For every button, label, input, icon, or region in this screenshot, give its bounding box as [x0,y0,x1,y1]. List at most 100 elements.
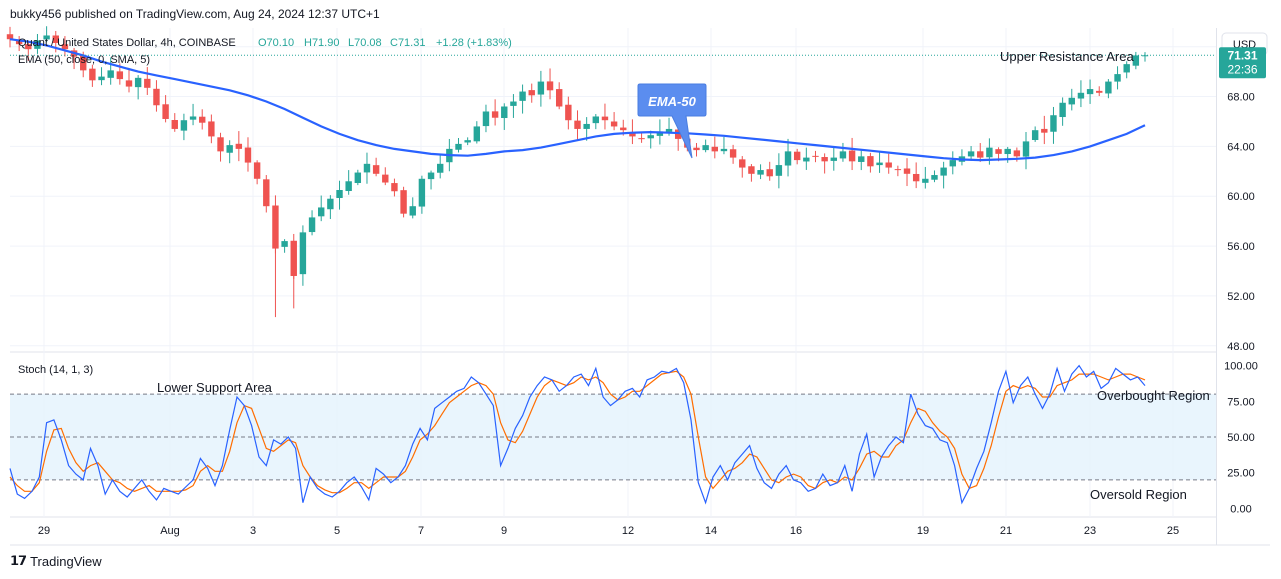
candle-body [226,145,233,153]
time-axis-ticks: 29 Aug 3 5 7 9 12 14 16 19 21 23 25 [38,525,1179,537]
candle-body [876,162,883,166]
candle-body [400,190,407,214]
candle-body [565,104,572,121]
candle-body [922,178,929,183]
time-tick-label: 19 [917,525,929,537]
candle-body [455,143,462,150]
ohlc-change: +1.28 (+1.83%) [436,37,512,49]
candle-body [546,81,554,91]
candle-body [409,206,416,216]
candle-body [739,159,746,168]
stoch-d-line [9,370,1146,494]
candle-body [318,207,325,217]
candle-body [199,116,206,123]
candle-body [290,240,297,276]
ohlc-open: O70.10 [258,37,294,49]
candle-body [1022,141,1030,157]
candle-body [1004,148,1011,155]
candle-body [263,179,270,207]
time-tick-label: 14 [705,525,717,537]
candle-body [601,116,609,121]
candle-body [491,111,499,118]
candle-body [208,121,215,137]
time-tick-label: 25 [1167,525,1179,537]
candle-body [949,160,956,167]
ema-line [9,38,1146,162]
candle-body [629,131,636,137]
tradingview-logo[interactable]: 𝟭𝟳 TradingView [10,553,102,569]
candle-body [281,241,288,247]
time-tick-label: 7 [418,525,424,537]
price-tick-label: 56.00 [1227,241,1255,253]
candle-body [354,172,362,184]
candle-body [336,190,343,198]
candle-body [98,76,105,81]
candle-body [427,172,435,180]
candle-body [674,129,682,139]
last-price-badge: 71.31 22:36 [1219,47,1266,79]
candle-body [537,81,545,95]
candle-body [812,155,819,157]
candle-body [528,90,535,96]
candle-body [1068,97,1075,105]
time-tick-label: 16 [790,525,802,537]
candle-body [134,77,142,88]
candle-body [6,34,14,40]
tradingview-brand: TradingView [30,553,102,569]
candle-body [665,128,673,132]
last-price-value: 71.31 [1227,48,1257,62]
candle-body [171,120,178,129]
stoch-tick-label: 25.00 [1227,468,1255,480]
ema-50-callout: EMA-50 [637,83,707,159]
price-tick-label: 68.00 [1227,92,1255,104]
candle-body [729,149,737,158]
time-tick-label: Aug [160,525,180,537]
candle-body [1123,64,1130,73]
candle-body [574,120,581,129]
candle-body [327,198,334,210]
candle-body [638,138,645,140]
candle-body [473,126,481,142]
candle-body [912,173,920,182]
candle-body [555,89,563,107]
candle-body [793,151,801,161]
candle-body [702,145,709,151]
candles [6,26,1149,318]
tradingview-logo-icon: 𝟭𝟳 [10,553,27,568]
candle-body [372,165,380,174]
candle-body [583,123,590,129]
candle-body [510,101,517,106]
upper-resistance-annotation: Upper Resistance Area [1000,49,1134,64]
price-tick-label: 52.00 [1227,291,1255,303]
candle-body [848,150,856,162]
stoch-tick-label: 50.00 [1227,432,1255,444]
candle-body [885,162,892,168]
candle-body [711,146,719,152]
time-tick-label: 29 [38,525,50,537]
candle-body [116,71,124,80]
time-tick-label: 3 [250,525,256,537]
candle-body [839,151,847,159]
ema-50-callout-text: EMA-50 [648,94,696,109]
candle-body [52,35,59,43]
candle-body [784,151,792,166]
candle-body [464,140,471,143]
candle-body [858,156,865,162]
candle-body [1031,130,1039,141]
candle-body [1132,55,1140,66]
candle-body [436,163,444,173]
candle-body [308,217,316,233]
candle-body [748,166,755,174]
candle-body [15,40,23,45]
stoch-tick-label: 0.00 [1230,503,1251,515]
oversold-annotation: Oversold Region [1090,487,1187,502]
candle-body [967,151,975,157]
candle-body [1013,150,1021,157]
candle-body [180,120,188,131]
time-tick-label: 5 [334,525,340,537]
candle-body [107,70,114,78]
stoch-axis-ticks: 100.00 75.00 50.00 25.00 0.00 [1224,361,1258,516]
candle-body [986,147,993,158]
stoch-tick-label: 100.00 [1224,361,1258,373]
